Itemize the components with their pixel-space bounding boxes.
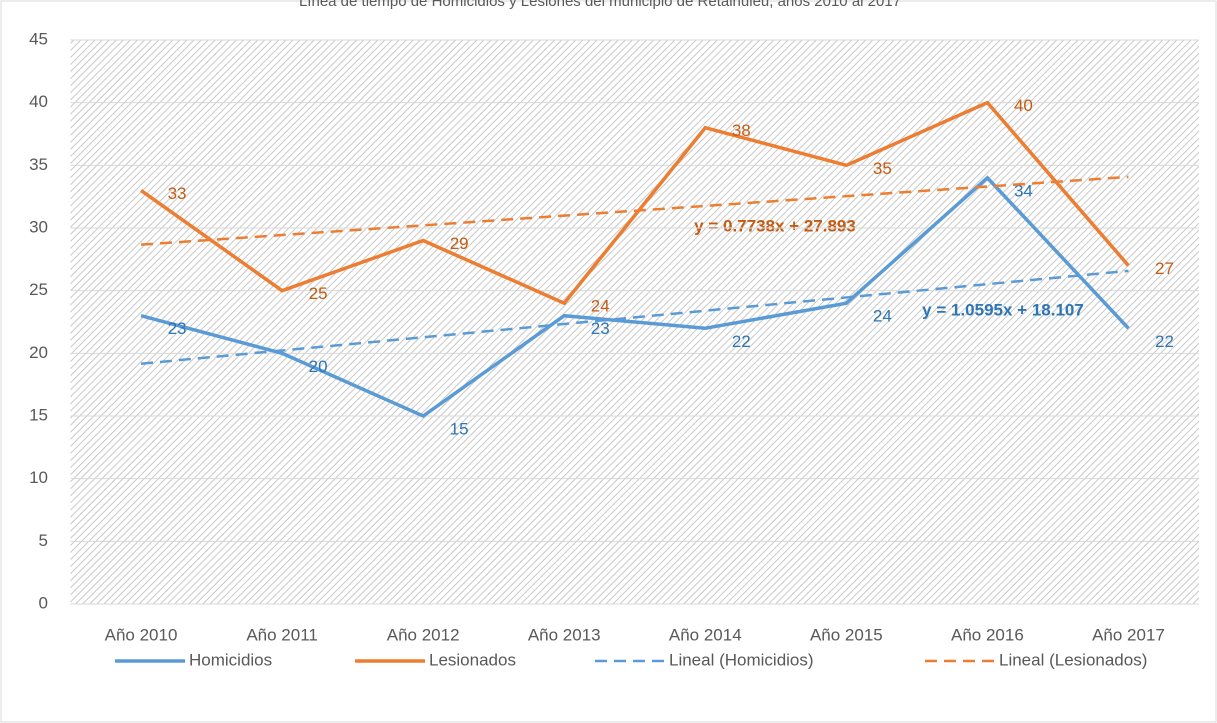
x-tick-label: Año 2017 <box>1092 625 1165 644</box>
data-label: 33 <box>168 184 187 203</box>
x-tick-label: Año 2016 <box>951 625 1024 644</box>
legend-label: Lineal (Lesionados) <box>999 650 1147 669</box>
data-label: 24 <box>873 307 892 326</box>
data-label: 40 <box>1014 96 1033 115</box>
data-label: 23 <box>591 319 610 338</box>
data-label: 22 <box>1155 332 1174 351</box>
y-tick-label: 40 <box>29 92 48 111</box>
y-tick-label: 15 <box>29 405 48 424</box>
x-tick-label: Año 2015 <box>810 625 883 644</box>
x-tick-label: Año 2014 <box>669 625 742 644</box>
x-tick-label: Año 2010 <box>105 625 178 644</box>
series-line <box>140 100 1130 306</box>
data-label: 34 <box>1014 181 1033 200</box>
y-tick-label: 45 <box>29 29 48 48</box>
series-line <box>140 175 1130 419</box>
y-tick-label: 25 <box>29 280 48 299</box>
y-tick-label: 10 <box>29 468 48 487</box>
data-label: 38 <box>732 121 751 140</box>
legend-label: Lesionados <box>429 650 516 669</box>
y-tick-label: 0 <box>39 593 48 612</box>
x-tick-label: Año 2013 <box>528 625 601 644</box>
x-tick-label: Año 2011 <box>246 625 318 644</box>
legend-label: Lineal (Homicidios) <box>669 650 814 669</box>
data-label: 35 <box>873 159 892 178</box>
chart-title: Línea de tiempo de Homicidios y Lesiones… <box>299 0 901 10</box>
data-label: 22 <box>732 332 751 351</box>
data-label: 25 <box>309 284 328 303</box>
trend-line <box>140 269 1129 365</box>
trend-line <box>140 175 1129 246</box>
data-label: 15 <box>450 419 469 438</box>
legend-label: Homicidios <box>189 650 272 669</box>
data-label: 23 <box>168 319 187 338</box>
data-label: 24 <box>591 297 610 316</box>
y-tick-label: 30 <box>29 217 48 236</box>
y-tick-label: 5 <box>39 531 48 550</box>
x-tick-label: Año 2012 <box>387 625 460 644</box>
data-label: 29 <box>450 234 469 253</box>
data-label: 20 <box>309 357 328 376</box>
trend-equation: y = 1.0595x + 18.107 <box>922 300 1084 319</box>
trend-equation: y = 0.7738x + 27.893 <box>694 216 856 235</box>
y-tick-label: 35 <box>29 155 48 174</box>
y-tick-label: 20 <box>29 343 48 362</box>
data-label: 27 <box>1155 259 1174 278</box>
